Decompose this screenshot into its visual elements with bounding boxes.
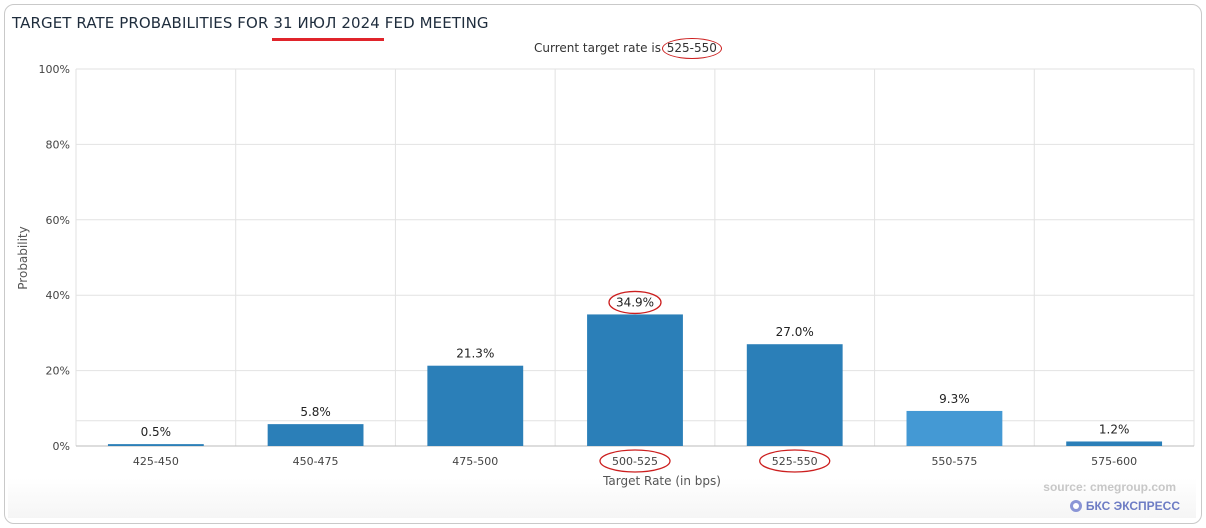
bar-575-600[interactable] <box>1066 441 1163 446</box>
chart-subtitle: Current target rate is 525-550 <box>534 38 722 59</box>
x-tick-label: 575-600 <box>1091 455 1137 468</box>
x-tick-label: 425-450 <box>133 455 179 468</box>
y-tick-label: 0% <box>53 440 70 453</box>
date-highlight-underline <box>272 38 384 41</box>
x-tick-label: 475-500 <box>452 455 498 468</box>
category-highlight-circle <box>599 449 671 473</box>
chart-title: TARGET RATE PROBABILITIES FOR 31 ИЮЛ 202… <box>12 14 489 32</box>
subtitle-prefix: Current target rate is <box>534 41 665 55</box>
bar-525-550[interactable] <box>746 344 843 446</box>
category-highlight-circle <box>759 449 831 473</box>
bar-450-475[interactable] <box>267 424 364 446</box>
footer-fade <box>8 478 1196 518</box>
bar-value-label: 34.9% <box>616 295 654 309</box>
value-highlight-circle <box>608 290 662 315</box>
brand-logo-icon <box>1069 500 1082 512</box>
bar-550-575[interactable] <box>906 410 1003 446</box>
current-rate-circle <box>661 38 722 59</box>
current-rate-value: 525-550 <box>661 38 722 59</box>
y-tick-label: 40% <box>46 289 70 302</box>
bar-value-label: 27.0% <box>776 325 814 339</box>
x-tick-label: 525-550 <box>772 455 818 468</box>
y-tick-label: 20% <box>46 365 70 378</box>
y-tick-label: 80% <box>46 138 70 151</box>
bar-value-label: 21.3% <box>456 347 494 361</box>
y-tick-label: 100% <box>39 63 70 76</box>
y-axis-title: Probability <box>16 226 30 289</box>
bar-425-450[interactable] <box>107 444 204 446</box>
x-axis-title: Target Rate (in bps) <box>602 474 721 488</box>
bar-500-525[interactable] <box>587 314 683 446</box>
bar-value-label: 0.5% <box>141 425 172 439</box>
x-tick-label: 500-525 <box>612 455 658 468</box>
x-tick-label: 450-475 <box>293 455 339 468</box>
brand-logo: БКС ЭКСПРЕСС <box>1069 499 1180 513</box>
bar-475-500[interactable] <box>427 365 524 446</box>
y-tick-label: 60% <box>46 214 70 227</box>
brand-name: БКС ЭКСПРЕСС <box>1085 499 1180 513</box>
bar-value-label: 5.8% <box>300 405 331 419</box>
bar-value-label: 1.2% <box>1099 422 1130 436</box>
bar-value-label: 9.3% <box>939 392 970 406</box>
x-tick-label: 550-575 <box>931 455 977 468</box>
source-credit: source: cmegroup.com <box>1043 480 1176 494</box>
